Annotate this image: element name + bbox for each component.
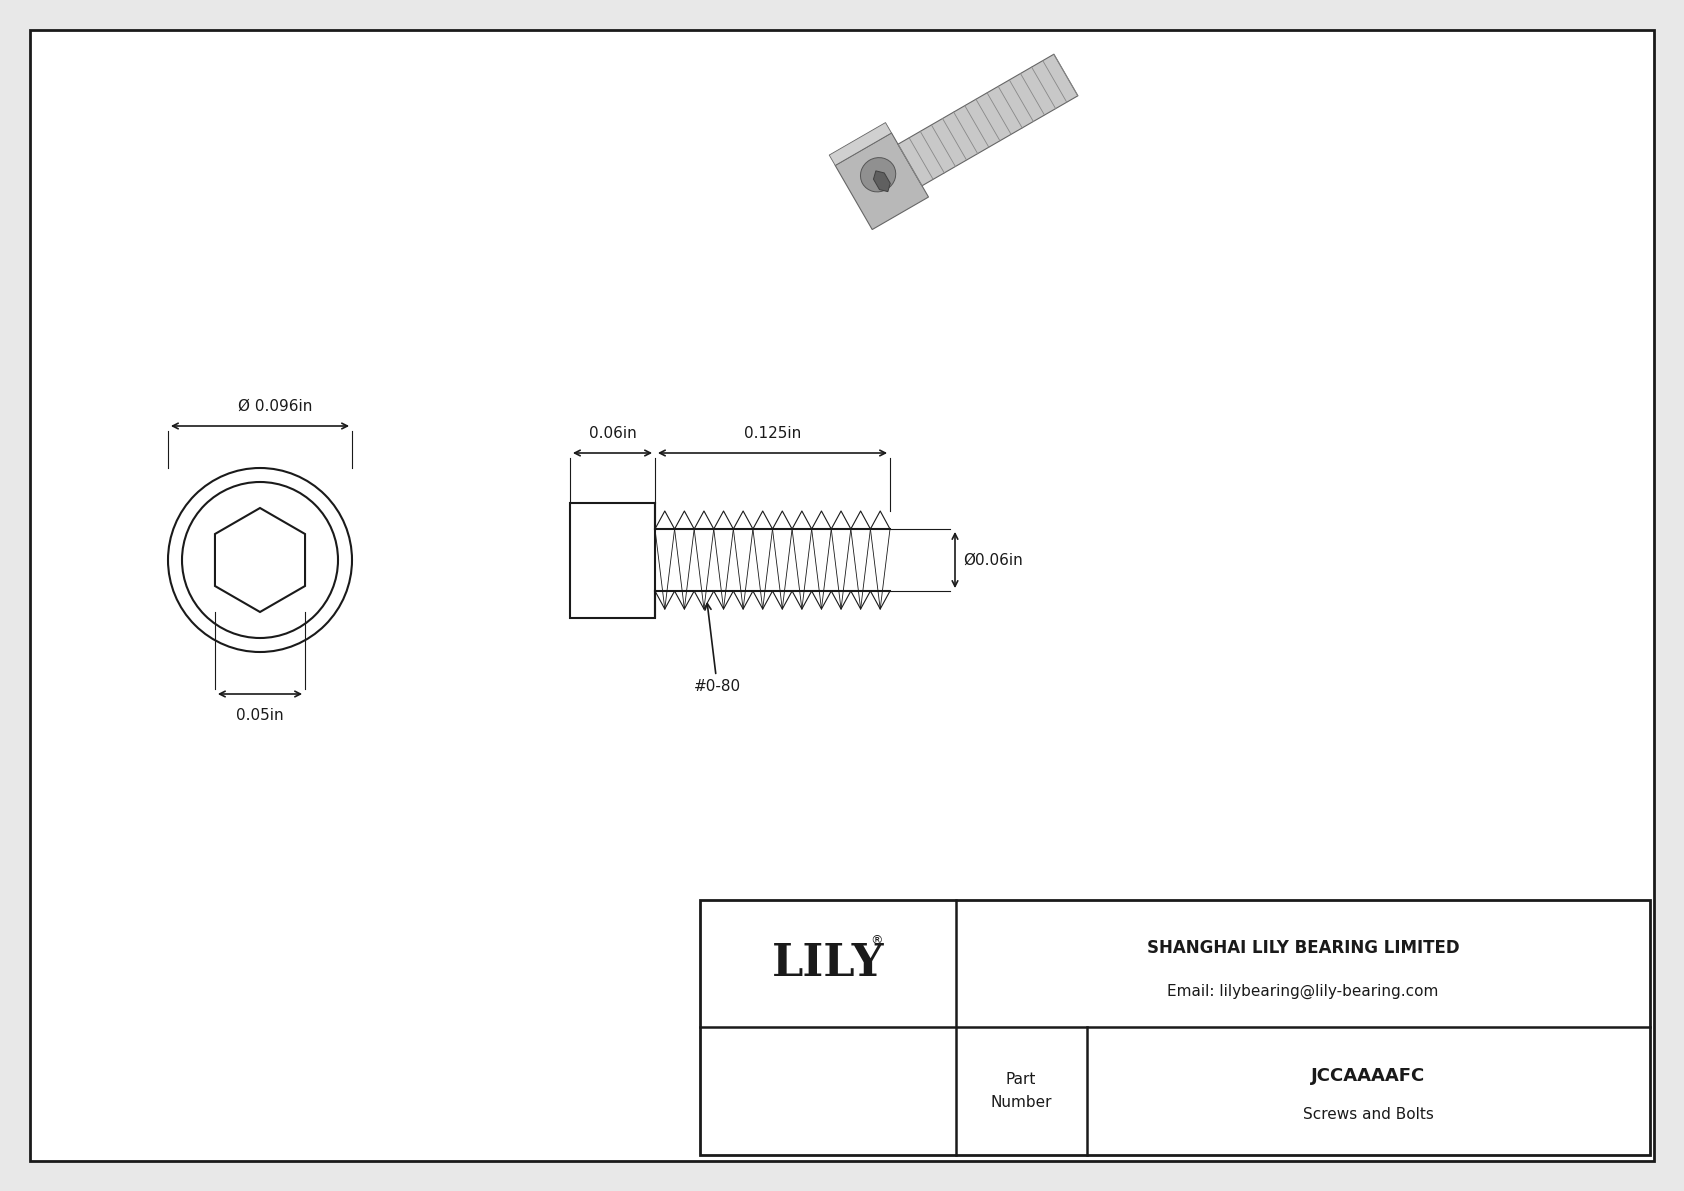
Polygon shape [898,55,1078,186]
Text: 0.125in: 0.125in [744,426,802,441]
Bar [701,900,1650,1155]
Polygon shape [835,133,928,230]
Text: ®: ® [869,935,882,948]
Text: SHANGHAI LILY BEARING LIMITED: SHANGHAI LILY BEARING LIMITED [1147,940,1460,958]
Text: Screws and Bolts: Screws and Bolts [1302,1106,1433,1122]
Text: JCCAAAAFC: JCCAAAAFC [1310,1067,1425,1085]
Text: 0.06in: 0.06in [589,426,637,441]
Text: #0-80: #0-80 [694,604,741,694]
Text: Ø 0.096in: Ø 0.096in [237,399,312,414]
Polygon shape [829,123,891,166]
Polygon shape [874,170,891,192]
Ellipse shape [861,157,896,192]
Text: Ø0.06in: Ø0.06in [963,553,1022,567]
Text: Part
Number: Part Number [990,1072,1052,1110]
Text: Email: lilybearing@lily-bearing.com: Email: lilybearing@lily-bearing.com [1167,984,1438,999]
Bar [569,503,655,618]
Text: 0.05in: 0.05in [236,707,285,723]
Text: LILY: LILY [771,942,884,985]
